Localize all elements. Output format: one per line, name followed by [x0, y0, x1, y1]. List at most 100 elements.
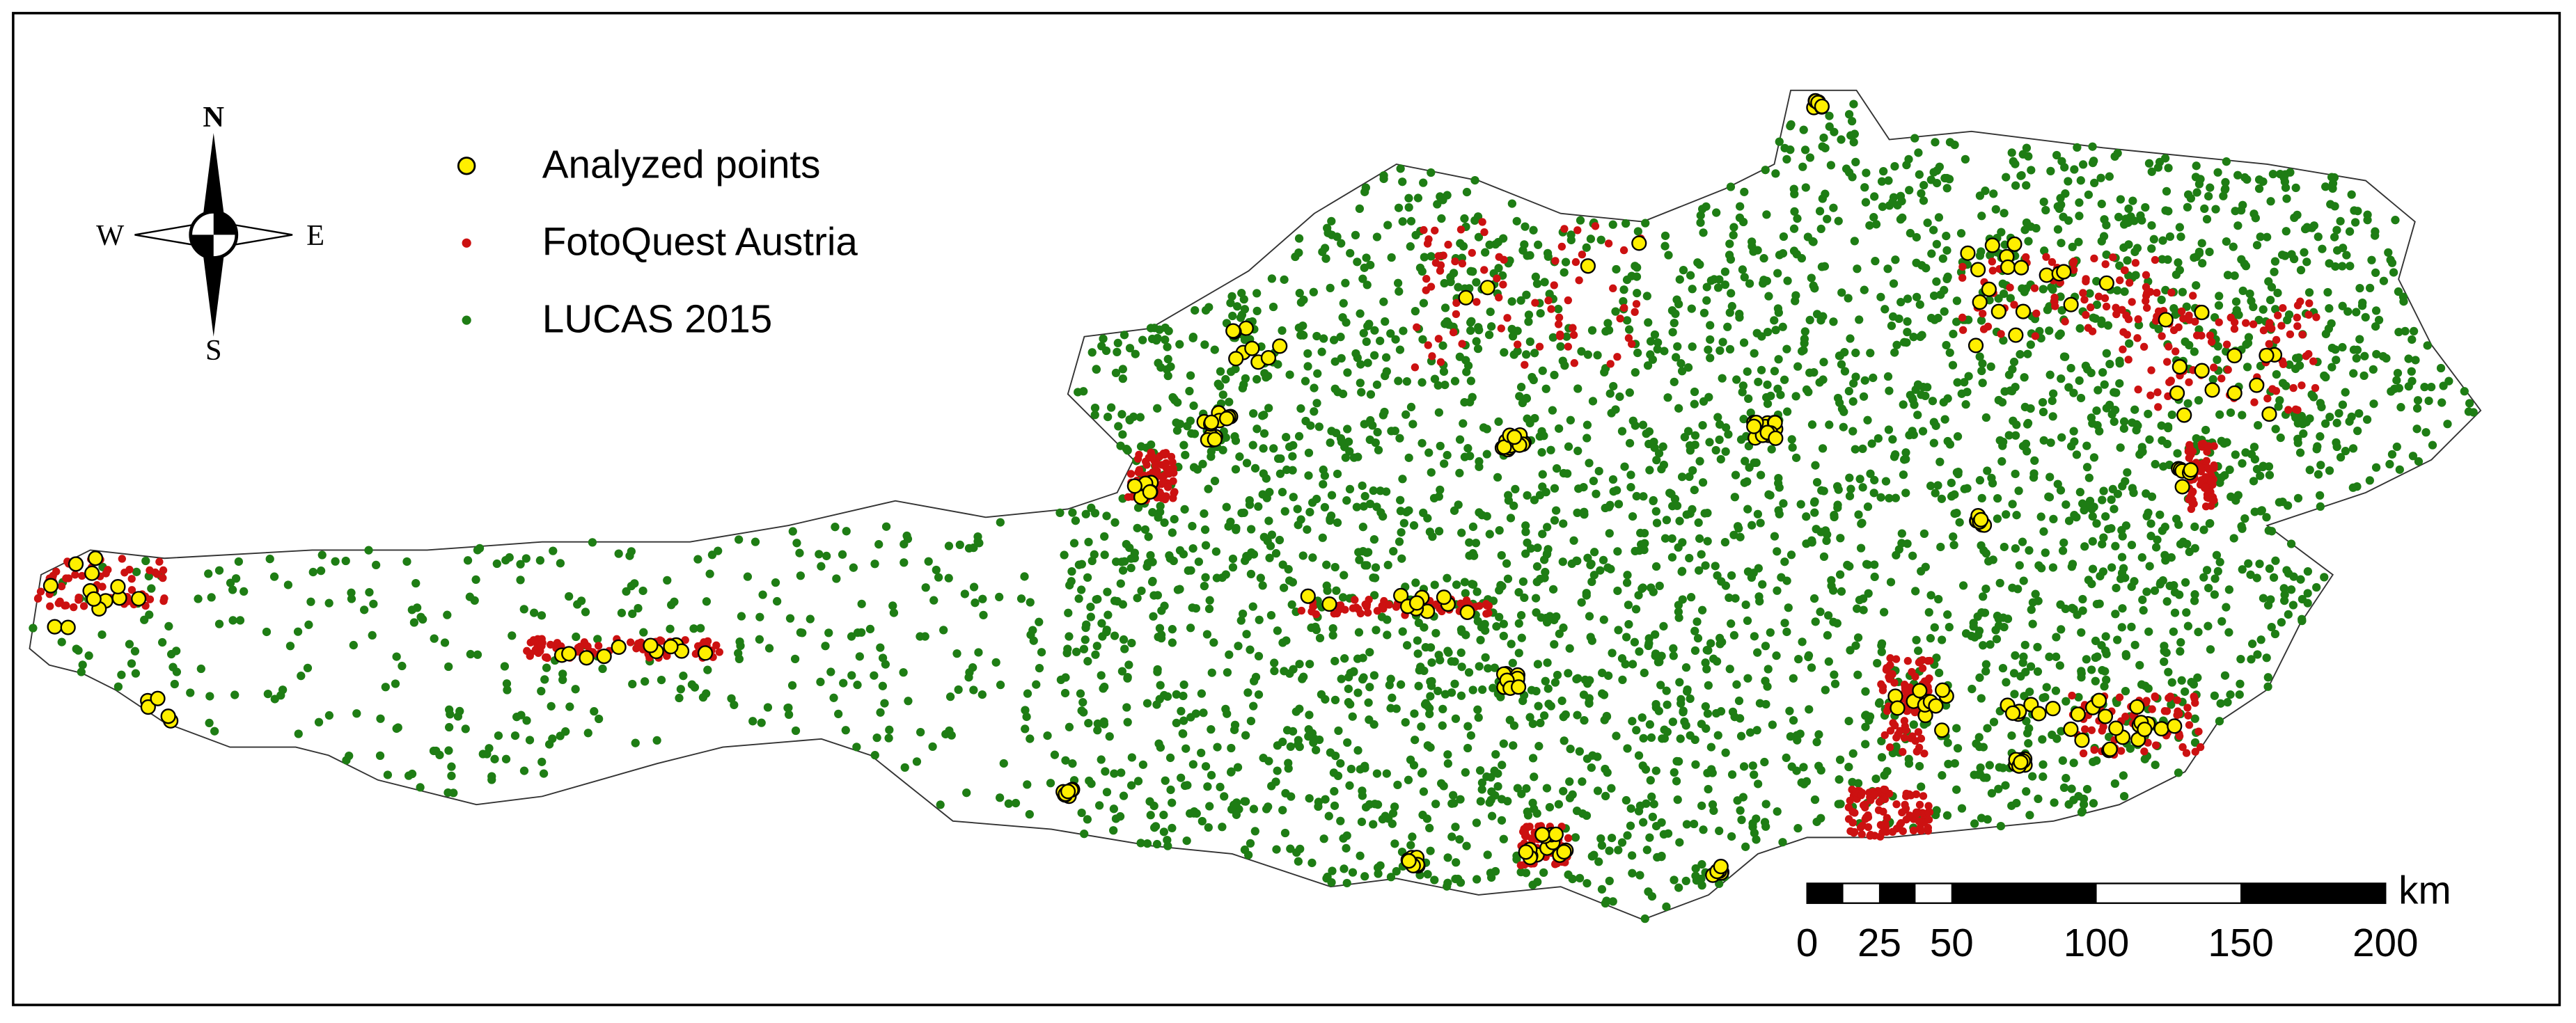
lucas-point — [1805, 315, 1814, 325]
lucas-point — [1943, 610, 1952, 619]
lucas-point — [1879, 608, 1889, 617]
lucas-point — [1232, 302, 1242, 311]
lucas-point — [2088, 564, 2098, 573]
lucas-point — [2039, 772, 2048, 782]
lucas-point — [1188, 760, 1197, 769]
lucas-point — [1556, 342, 1565, 351]
lucas-point — [2157, 295, 2166, 304]
lucas-point — [1743, 616, 1752, 626]
lucas-point — [2249, 477, 2259, 486]
lucas-point — [2178, 287, 2187, 296]
lucas-point — [1884, 176, 1893, 185]
lucas-point — [974, 648, 983, 657]
lucas-point — [2277, 618, 2286, 627]
fotoquest-point — [2069, 259, 2078, 267]
lucas-point — [2392, 442, 2401, 452]
lucas-point — [1560, 268, 1569, 277]
lucas-point — [2294, 353, 2304, 363]
fotoquest-point — [2154, 403, 2162, 411]
lucas-point — [2338, 262, 2347, 271]
lucas-point — [1924, 608, 1933, 617]
lucas-point — [1322, 560, 1331, 569]
lucas-point — [1071, 647, 1081, 656]
lucas-point — [1153, 404, 1162, 413]
lucas-point — [2183, 399, 2192, 408]
lucas-point — [2022, 143, 2032, 152]
fotoquest-point — [2169, 326, 2178, 335]
lucas-point — [1116, 579, 1125, 588]
lucas-point — [1440, 459, 1449, 468]
lucas-point — [1632, 726, 1641, 735]
lucas-point — [1575, 747, 1584, 756]
fotoquest-point — [1578, 251, 1587, 259]
lucas-point — [2393, 368, 2403, 378]
lucas-point — [1319, 334, 1328, 343]
fotoquest-point — [1925, 674, 1933, 683]
fotoquest-point — [2196, 463, 2205, 472]
lucas-point — [1406, 216, 1416, 225]
lucas-point — [2309, 392, 2318, 402]
lucas-point — [1296, 331, 1305, 340]
lucas-point — [2230, 271, 2239, 280]
fotoquest-point — [2081, 725, 2089, 733]
lucas-point — [1369, 820, 1378, 829]
lucas-point — [1404, 453, 1413, 462]
lucas-point — [2113, 635, 2122, 644]
lucas-point — [2229, 242, 2238, 251]
lucas-point — [1975, 673, 1984, 682]
lucas-point — [1635, 871, 1644, 880]
lucas-point — [2069, 759, 2078, 768]
lucas-point — [1675, 516, 1684, 525]
lucas-point — [2007, 148, 2016, 157]
fotoquest-point — [2242, 319, 2250, 327]
lucas-point — [1881, 477, 1891, 486]
fotoquest-point — [1531, 299, 1539, 307]
lucas-point — [2146, 519, 2155, 528]
lucas-point — [1994, 294, 2003, 303]
lucas-point — [412, 603, 422, 612]
lucas-point — [164, 621, 173, 631]
lucas-point — [1561, 710, 1570, 720]
lucas-point — [214, 619, 224, 628]
lucas-point — [1975, 251, 1985, 260]
analyzed-point — [131, 591, 147, 607]
lucas-point — [2279, 173, 2288, 182]
lucas-point — [1641, 219, 1650, 228]
fotoquest-point — [2151, 317, 2160, 325]
lucas-point — [1532, 687, 1541, 696]
lucas-point — [1358, 791, 1367, 800]
lucas-point — [2210, 574, 2220, 583]
lucas-point — [2222, 438, 2231, 447]
lucas-point — [2067, 784, 2076, 793]
lucas-point — [1609, 381, 1618, 391]
lucas-point — [2264, 462, 2274, 471]
lucas-point — [2119, 792, 2129, 801]
lucas-point — [1241, 797, 1250, 806]
lucas-point — [1246, 716, 1256, 726]
lucas-point — [1207, 668, 1216, 677]
lucas-point — [1200, 525, 1210, 534]
fotoquest-point — [118, 555, 126, 563]
lucas-point — [1426, 846, 1435, 855]
lucas-point — [1740, 187, 1749, 196]
lucas-point — [1739, 338, 1749, 347]
lucas-point — [1419, 299, 1429, 308]
lucas-point — [1498, 761, 1507, 770]
lucas-point — [2176, 232, 2185, 241]
lucas-point — [2096, 571, 2105, 581]
lucas-point — [1821, 189, 1830, 198]
lucas-point — [2014, 486, 2023, 495]
lucas-point — [1285, 370, 1294, 379]
lucas-point — [1123, 672, 1132, 682]
lucas-point — [1553, 670, 1562, 680]
lucas-point — [2006, 294, 2015, 303]
lucas-point — [1043, 731, 1052, 740]
lucas-point — [1111, 368, 1121, 377]
lucas-point — [1945, 622, 1954, 632]
lucas-point — [995, 592, 1004, 602]
lucas-point — [1585, 459, 1594, 468]
lucas-point — [1383, 631, 1392, 640]
lucas-point — [2300, 248, 2309, 257]
fotoquest-point — [636, 638, 645, 647]
lucas-point — [1762, 392, 1771, 402]
